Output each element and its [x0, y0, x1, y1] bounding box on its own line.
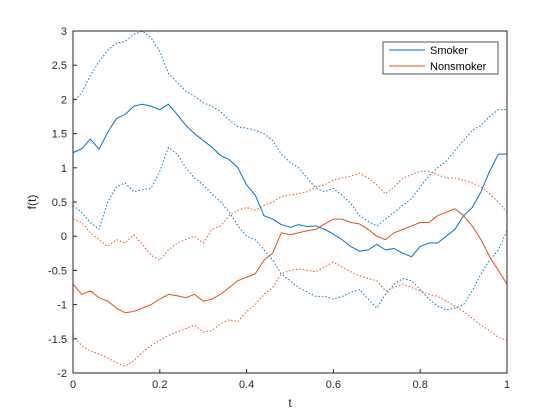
legend-label-nonsmoker: Nonsmoker: [430, 61, 487, 73]
x-tick-label: 0: [70, 379, 76, 391]
x-tick-label: 1: [504, 379, 510, 391]
y-tick-label: 2: [61, 94, 67, 106]
y-tick-label: 1: [61, 163, 67, 175]
x-tick-label: 0.4: [239, 379, 254, 391]
y-tick-label: 1.5: [52, 129, 67, 141]
x-tick-label: 0.8: [413, 379, 428, 391]
series-bound-dotted-line-4: [72, 170, 508, 261]
y-tick-label: -1: [57, 300, 67, 312]
legend-label-smoker: Smoker: [430, 45, 468, 57]
x-tick-label: 0.6: [326, 379, 341, 391]
y-tick-label: 2.5: [52, 60, 67, 72]
legend-box: [382, 41, 499, 75]
series-bound-dotted-line-1: [72, 30, 507, 227]
y-tick-label: -1.5: [48, 334, 67, 346]
series-layer: [72, 30, 508, 367]
y-tick-label: -0.5: [48, 265, 67, 277]
series-smoker-solid-line-0: [72, 103, 507, 258]
y-tick-label: 3: [61, 26, 67, 38]
y-axis-label: f(t): [25, 195, 39, 210]
y-tick-label: -2: [57, 368, 67, 380]
series-bound-dotted-line-5: [72, 261, 508, 367]
plot-area: [73, 31, 507, 373]
ticks-layer: 0 0.2 0.4 0.6 0.8 1 -2 -1.5 -1 -0.5 0 0.5 1 1.5 2 2.5 3: [48, 26, 510, 391]
x-tick-label: 0.2: [152, 379, 167, 391]
legend: Smoker Nonsmoker: [382, 41, 499, 75]
series-nonsmoker-solid-line-3: [72, 208, 508, 314]
y-tick-label: 0.5: [52, 197, 67, 209]
y-tick-label: 0: [61, 231, 67, 243]
x-axis-label: t: [288, 396, 292, 410]
